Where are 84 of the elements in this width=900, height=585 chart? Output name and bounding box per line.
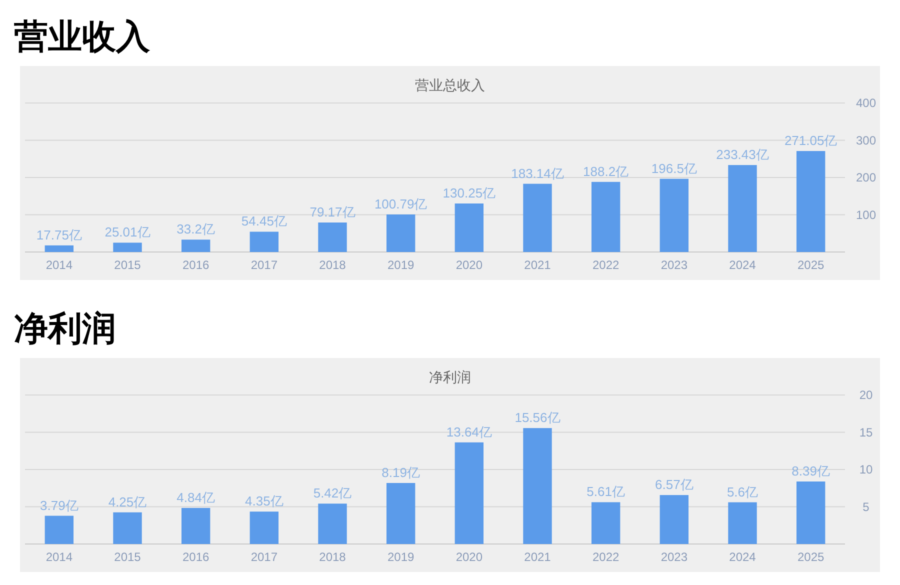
x-tick-label: 2014 bbox=[46, 258, 73, 272]
data-label: 79.17亿 bbox=[310, 204, 356, 220]
data-label: 196.5亿 bbox=[651, 160, 697, 176]
y-tick-label: 5 bbox=[862, 500, 870, 514]
bar bbox=[318, 222, 347, 252]
chart-subtitle: 营业总收入 bbox=[415, 77, 485, 93]
data-label: 130.25亿 bbox=[442, 185, 496, 200]
data-label: 3.79亿 bbox=[40, 498, 78, 513]
bar bbox=[660, 178, 689, 252]
x-tick-label: 2023 bbox=[660, 258, 688, 272]
data-label: 25.01亿 bbox=[104, 224, 150, 240]
bar bbox=[728, 165, 757, 252]
bar bbox=[250, 232, 279, 252]
data-label: 271.05亿 bbox=[784, 133, 838, 148]
y-tick-label: 20 bbox=[859, 388, 873, 402]
y-tick-label: 400 bbox=[856, 96, 876, 110]
data-label: 8.19亿 bbox=[382, 464, 420, 480]
x-tick-label: 2022 bbox=[592, 550, 620, 564]
bar bbox=[454, 442, 484, 544]
data-label: 17.75亿 bbox=[36, 227, 82, 242]
data-label: 183.14亿 bbox=[511, 166, 564, 181]
chart-subtitle: 净利润 bbox=[429, 369, 471, 385]
y-tick-label: 100 bbox=[856, 208, 876, 222]
bar bbox=[728, 502, 757, 544]
data-label: 33.2亿 bbox=[176, 222, 215, 237]
data-label: 54.45亿 bbox=[241, 214, 287, 229]
data-label: 13.64亿 bbox=[446, 424, 492, 440]
bar bbox=[44, 245, 74, 252]
x-tick-label: 2025 bbox=[797, 258, 825, 272]
data-label: 100.79亿 bbox=[374, 196, 428, 212]
bar bbox=[250, 512, 279, 544]
data-label: 6.57亿 bbox=[655, 477, 694, 492]
bar bbox=[796, 481, 826, 544]
x-tick-label: 2016 bbox=[182, 550, 210, 564]
data-label: 5.61亿 bbox=[586, 484, 625, 500]
x-tick-label: 2021 bbox=[524, 258, 552, 272]
x-tick-label: 2020 bbox=[456, 550, 483, 564]
x-tick-label: 2016 bbox=[182, 258, 210, 272]
bar bbox=[44, 516, 74, 544]
data-label: 4.35亿 bbox=[245, 494, 284, 509]
x-tick-label: 2025 bbox=[797, 550, 825, 564]
data-label: 4.84亿 bbox=[176, 490, 215, 505]
bar bbox=[796, 151, 826, 252]
bar bbox=[660, 495, 689, 544]
bar bbox=[523, 184, 552, 252]
bar bbox=[113, 242, 142, 252]
bar bbox=[454, 203, 484, 252]
x-tick-label: 2024 bbox=[729, 258, 756, 272]
x-tick-label: 2024 bbox=[729, 550, 756, 564]
chart-title: 营业收入 bbox=[14, 18, 151, 56]
data-label: 4.25亿 bbox=[108, 494, 147, 510]
y-tick-label: 300 bbox=[856, 133, 876, 148]
x-tick-label: 2014 bbox=[46, 550, 73, 564]
bar bbox=[386, 214, 416, 252]
y-tick-label: 200 bbox=[856, 170, 876, 184]
x-tick-label: 2019 bbox=[387, 258, 415, 272]
x-tick-label: 2015 bbox=[114, 258, 142, 272]
x-tick-label: 2021 bbox=[524, 550, 552, 564]
data-label: 15.56亿 bbox=[514, 410, 560, 426]
x-tick-label: 2020 bbox=[456, 258, 483, 272]
bar bbox=[318, 504, 347, 544]
bar bbox=[591, 502, 620, 544]
x-tick-label: 2017 bbox=[250, 550, 278, 564]
data-label: 8.39亿 bbox=[792, 463, 830, 478]
bar bbox=[181, 240, 210, 252]
bar bbox=[181, 508, 210, 544]
x-tick-label: 2023 bbox=[660, 550, 688, 564]
bar bbox=[113, 512, 142, 544]
bar bbox=[523, 428, 552, 544]
x-tick-label: 2019 bbox=[387, 550, 415, 564]
y-tick-label: 15 bbox=[859, 425, 873, 440]
bar bbox=[386, 482, 416, 544]
x-tick-label: 2022 bbox=[592, 258, 620, 272]
chart-title: 净利润 bbox=[14, 310, 116, 348]
data-label: 188.2亿 bbox=[583, 164, 629, 179]
data-label: 233.43亿 bbox=[716, 147, 769, 162]
data-label: 5.42亿 bbox=[313, 486, 352, 501]
bar bbox=[591, 182, 620, 252]
x-tick-label: 2017 bbox=[250, 258, 278, 272]
x-tick-label: 2018 bbox=[319, 258, 346, 272]
y-tick-label: 10 bbox=[859, 462, 873, 476]
data-label: 5.6亿 bbox=[726, 484, 758, 500]
x-tick-label: 2015 bbox=[114, 550, 142, 564]
x-tick-label: 2018 bbox=[319, 550, 346, 564]
